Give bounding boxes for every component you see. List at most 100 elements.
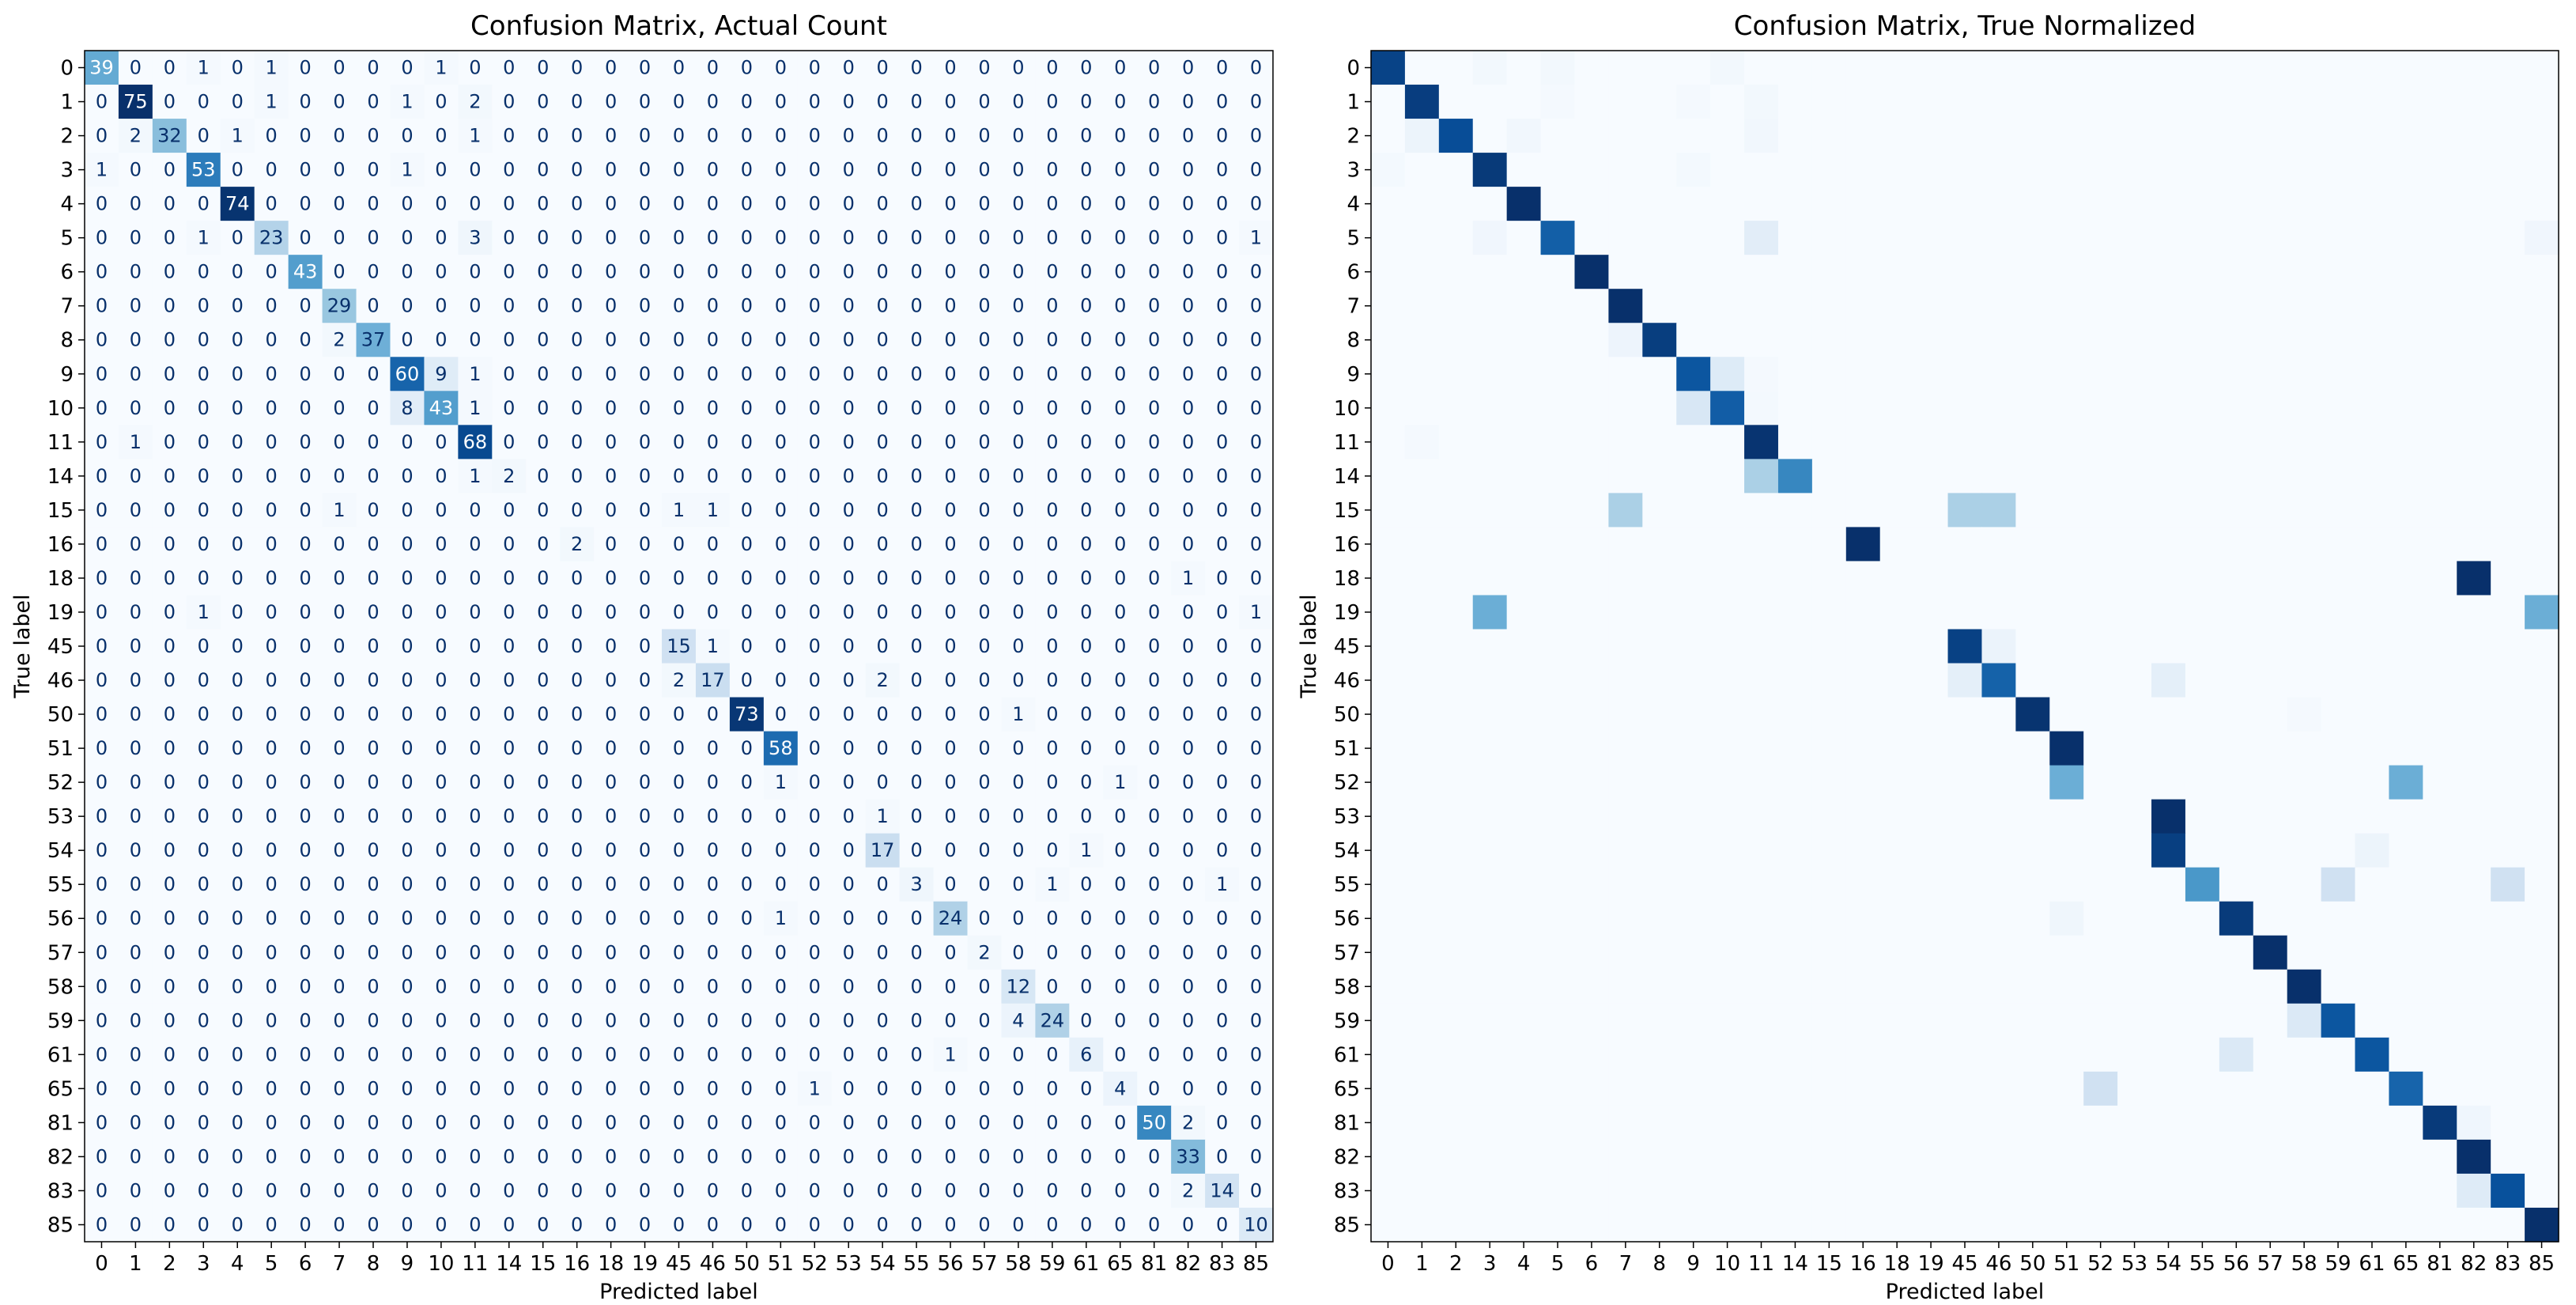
heatmap-cell <box>288 323 323 357</box>
heatmap-cell <box>1642 289 1677 323</box>
heatmap-cell <box>1371 765 1406 800</box>
cell-value-label: 0 <box>130 227 142 249</box>
cell-value-label: 0 <box>571 771 583 793</box>
heatmap-cell <box>322 629 357 664</box>
heatmap-cell <box>390 459 425 494</box>
heatmap-cell <box>1608 255 1643 289</box>
heatmap-cell <box>2253 357 2288 392</box>
heatmap-cell <box>1947 901 1983 936</box>
y-tick-label: 8 <box>60 329 74 353</box>
heatmap-cell <box>2049 561 2084 596</box>
heatmap-cell <box>2389 561 2423 596</box>
cell-value-label: 0 <box>1182 1043 1194 1065</box>
heatmap-cell <box>594 969 629 1004</box>
cell-value-label: 0 <box>707 839 719 861</box>
cell-value-label: 0 <box>333 669 345 691</box>
cell-value-label: 0 <box>469 907 481 929</box>
heatmap-cell <box>220 493 255 528</box>
heatmap-cell <box>2015 493 2050 528</box>
heatmap-cell <box>390 561 425 596</box>
heatmap-cell <box>390 1037 425 1072</box>
heatmap-cell <box>186 697 221 732</box>
heatmap-cell <box>322 255 357 289</box>
heatmap-cell <box>1438 153 1474 187</box>
heatmap-cell <box>831 697 867 732</box>
heatmap-cell <box>492 153 527 187</box>
heatmap-cell <box>2321 255 2356 289</box>
cell-value-label: 0 <box>503 907 515 929</box>
x-tick-label: 55 <box>904 1252 930 1276</box>
x-tick-label: 58 <box>1005 1252 1031 1276</box>
cell-value-label: 0 <box>367 975 379 997</box>
heatmap-cell <box>390 221 425 255</box>
heatmap-cell <box>2423 1037 2457 1072</box>
heatmap-cell <box>1103 731 1138 766</box>
heatmap-cell <box>2083 629 2118 664</box>
heatmap-cell <box>2321 799 2356 834</box>
heatmap-cell <box>2525 969 2559 1004</box>
y-tick-label: 56 <box>47 907 74 931</box>
cell-value-label: 0 <box>130 533 142 555</box>
cell-value-label: 0 <box>1148 91 1160 113</box>
heatmap-cell <box>1001 697 1036 732</box>
heatmap-cell <box>967 459 1003 494</box>
heatmap-cell <box>424 867 459 902</box>
heatmap-cell <box>2253 1003 2288 1038</box>
cell-value-label: 0 <box>571 601 583 623</box>
heatmap-cell <box>2423 289 2457 323</box>
heatmap-cell <box>118 323 153 357</box>
heatmap-cell <box>1676 1003 1711 1038</box>
heatmap-cell <box>2457 1105 2491 1140</box>
heatmap-cell <box>1710 221 1745 255</box>
cell-value-label: 0 <box>978 261 990 283</box>
cell-value-label: 0 <box>877 125 889 147</box>
heatmap-cell <box>1137 391 1172 426</box>
heatmap-cell <box>2457 187 2491 221</box>
cell-value-label: 0 <box>266 159 278 181</box>
heatmap-cell <box>1438 595 1474 630</box>
cell-value-label: 0 <box>910 839 922 861</box>
heatmap-cell <box>220 221 255 255</box>
heatmap-cell <box>933 833 969 868</box>
cell-value-label: 1 <box>469 397 481 419</box>
cell-value-label: 0 <box>367 159 379 181</box>
heatmap-cell <box>1069 697 1104 732</box>
heatmap-cell <box>628 153 663 187</box>
x-tick-label: 16 <box>1850 1252 1876 1276</box>
heatmap-cell <box>152 527 187 562</box>
heatmap-cell <box>594 357 629 392</box>
cell-value-label: 0 <box>978 601 990 623</box>
cell-value-label: 0 <box>164 1111 176 1133</box>
heatmap-cell <box>1540 1173 1576 1209</box>
heatmap-cell <box>1438 1207 1474 1243</box>
heatmap-cell <box>2321 51 2356 85</box>
heatmap-cell <box>526 493 561 528</box>
heatmap-cell <box>628 51 663 85</box>
cell-value-label: 0 <box>1080 465 1092 487</box>
heatmap-cell <box>1879 663 1915 698</box>
heatmap-cell <box>118 391 153 426</box>
cell-value-label: 0 <box>537 669 549 691</box>
cell-value-label: 0 <box>1250 57 1262 79</box>
heatmap-cell <box>1845 1173 1881 1209</box>
heatmap-cell <box>2219 391 2254 426</box>
cell-value-label: 0 <box>1046 57 1058 79</box>
cell-value-label: 0 <box>944 1077 956 1099</box>
heatmap-cell <box>85 51 119 85</box>
heatmap-cell <box>628 357 663 392</box>
heatmap-cell <box>1744 1207 1779 1243</box>
x-axis-label-count: Predicted label <box>599 1280 758 1304</box>
heatmap-cell <box>1404 323 1440 357</box>
cell-value-label: 0 <box>809 227 821 249</box>
cell-value-label: 0 <box>96 1077 108 1099</box>
heatmap-cell <box>2321 527 2356 562</box>
cell-value-label: 0 <box>1114 397 1126 419</box>
heatmap-cell <box>2083 323 2118 357</box>
heatmap-cell <box>1879 323 1915 357</box>
heatmap-cell <box>1879 459 1915 494</box>
heatmap-cell <box>2355 85 2390 119</box>
heatmap-cell <box>1947 289 1983 323</box>
heatmap-cell <box>1103 561 1138 596</box>
cell-value-label: 0 <box>571 261 583 283</box>
cell-value-label: 0 <box>809 193 821 215</box>
